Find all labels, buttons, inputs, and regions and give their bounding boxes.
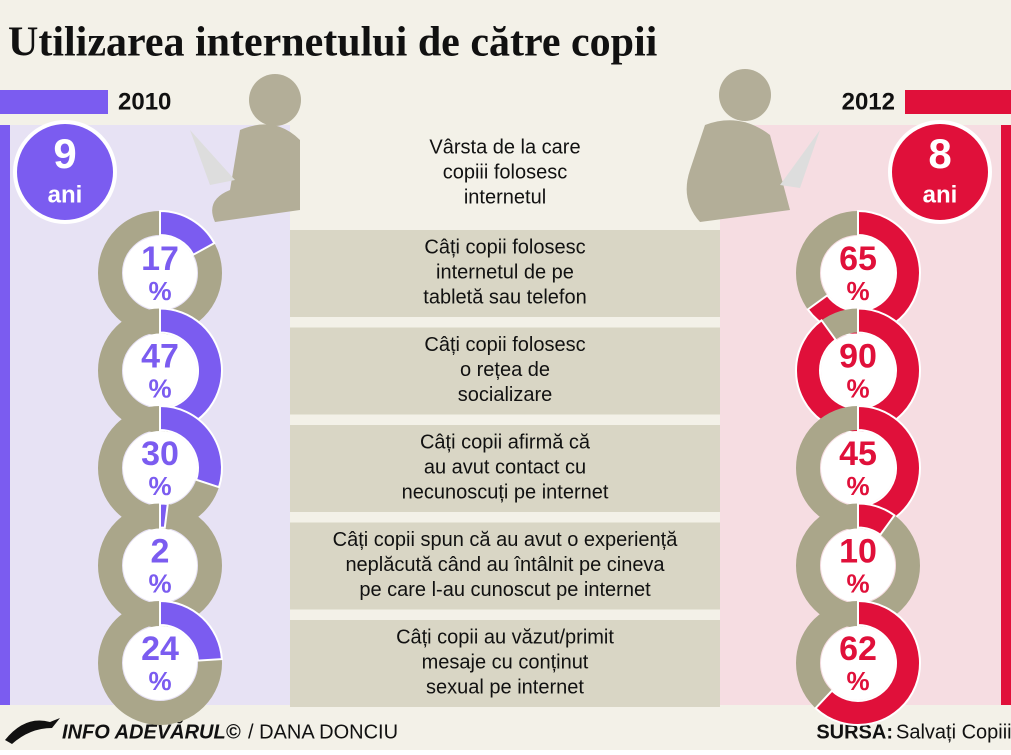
donut-hole (821, 626, 895, 700)
question: tabletă sau telefon (423, 286, 586, 308)
donut-segment (857, 502, 896, 537)
donut-hole (821, 431, 895, 505)
donut-value: 45 (839, 435, 877, 473)
donut-value: 47 (141, 337, 179, 375)
question: necunoscuți pe internet (402, 481, 609, 503)
donut-hole (123, 431, 197, 505)
question-box (290, 425, 720, 512)
left-stripe (0, 125, 10, 710)
donut-value: 62 (839, 630, 877, 668)
age-value: 8 (928, 130, 951, 177)
question: Câți copii spun că au avut o experiență (333, 529, 679, 551)
year-right: 2012 (842, 88, 895, 115)
donut-hole (123, 626, 197, 700)
donut-unit: % (846, 568, 869, 598)
age-unit: ani (923, 181, 958, 208)
question-box (290, 327, 720, 415)
donut-hole (821, 333, 895, 408)
donut-value: 17 (141, 240, 179, 278)
age-unit: ani (48, 181, 83, 208)
donut-value: 10 (839, 532, 877, 570)
question-box (290, 620, 720, 707)
donut-unit: % (846, 276, 869, 306)
question: neplăcută când au întâlnit pe cineva (345, 554, 665, 576)
question: au avut contact cu (424, 456, 586, 478)
question: socializare (458, 384, 552, 406)
question: Câți copii folosesc (424, 334, 585, 356)
donut-unit: % (148, 373, 171, 403)
donut-segment (159, 599, 223, 662)
question: o rețea de (460, 359, 550, 381)
question: Câți copii afirmă că (420, 431, 591, 453)
question: internetul (464, 186, 546, 208)
donut-value: 2 (151, 532, 170, 570)
age-circle (13, 120, 117, 224)
donut-segment (795, 307, 921, 434)
donut-value: 30 (141, 435, 179, 473)
question-box (290, 230, 720, 317)
title: Utilizarea internetului de către copii (8, 20, 658, 66)
donut-unit: % (846, 471, 869, 501)
brand: INFO ADEVĂRUL© (62, 720, 241, 743)
age-circle (888, 120, 992, 224)
donut-hole (821, 528, 895, 603)
question: copiii folosesc (443, 161, 568, 183)
donut-value: 65 (839, 240, 877, 278)
question: Câți copii au văzut/primit (396, 626, 614, 648)
question: Vârsta de la care (429, 136, 580, 158)
year-bar-left (0, 90, 108, 114)
donut-value: 90 (839, 337, 877, 375)
question: internetul de pe (436, 261, 574, 283)
bird-icon (5, 718, 60, 744)
year-left: 2010 (118, 88, 171, 115)
donut-segment (159, 209, 216, 257)
donut-unit: % (846, 373, 869, 403)
right-stripe (1001, 125, 1011, 710)
donut-unit: % (148, 276, 171, 306)
question: mesaje cu conținut (422, 651, 589, 673)
source: Salvați Copiii (896, 721, 1011, 743)
donut-unit: % (148, 568, 171, 598)
donut-hole (123, 333, 197, 408)
donut-value: 24 (141, 630, 179, 668)
donut-unit: % (846, 666, 869, 696)
donut-segment (159, 404, 223, 489)
silhouette-right (686, 69, 820, 222)
donut-hole (123, 236, 197, 310)
donut-hole (123, 528, 197, 603)
donut-unit: % (148, 666, 171, 696)
donut-segment (159, 502, 169, 529)
year-bar-right (905, 90, 1011, 114)
donut-segment (806, 209, 921, 336)
question-box (290, 522, 720, 610)
silhouette-left (190, 74, 301, 222)
age-value: 9 (53, 130, 76, 177)
question: sexual pe internet (426, 676, 584, 698)
source-label: SURSA: (816, 721, 893, 743)
donut-hole (821, 236, 895, 310)
donut-segment (814, 599, 921, 726)
question: Câți copii folosesc (424, 236, 585, 258)
donut-unit: % (148, 471, 171, 501)
question: pe care l-au cunoscut pe internet (359, 579, 651, 601)
author: / DANA DONCIU (248, 721, 398, 743)
